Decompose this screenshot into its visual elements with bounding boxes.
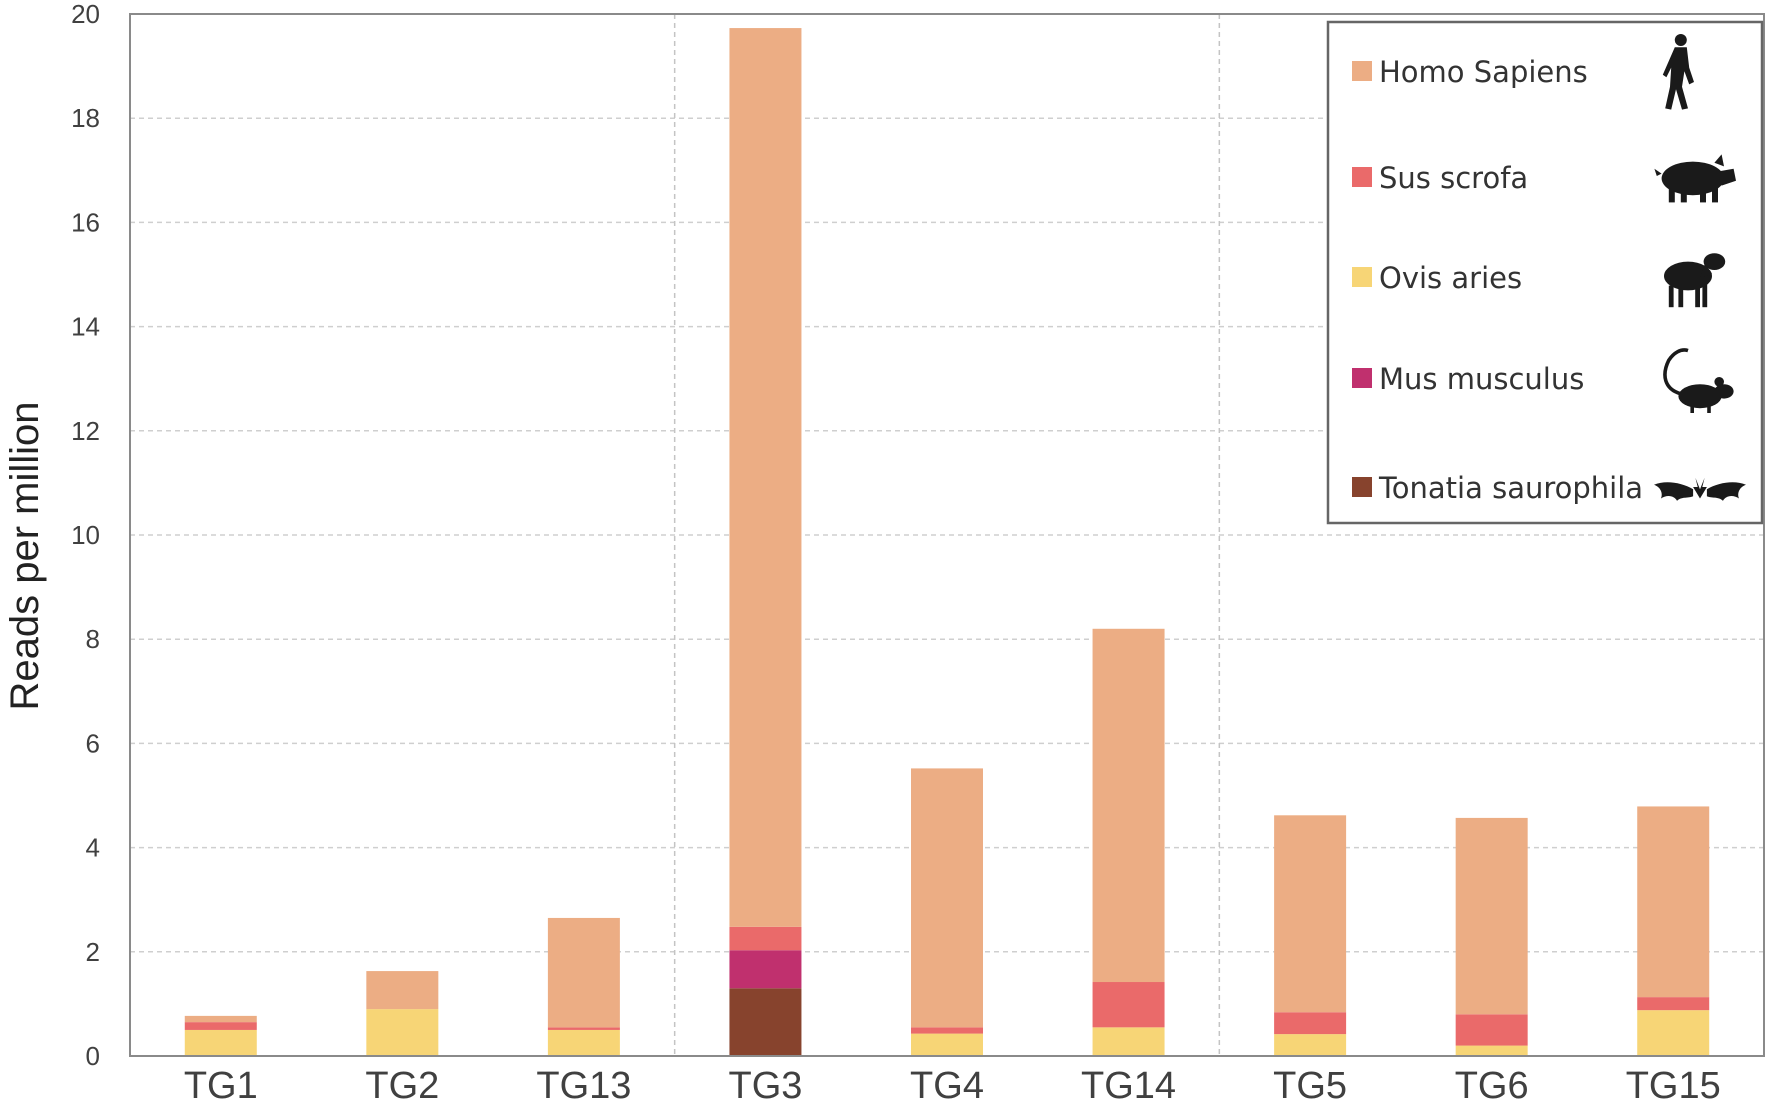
x-tick-label: TG14 [1081, 1065, 1176, 1107]
legend-swatch [1352, 477, 1372, 497]
bat-icon [1654, 477, 1746, 501]
legend-label: Ovis aries [1379, 261, 1522, 295]
bar-segment-tg3-homo-sapiens [729, 28, 802, 927]
x-tick-label: TG13 [536, 1065, 631, 1107]
bar-segment-tg1-homo-sapiens [184, 1015, 257, 1023]
bar-segment-tg15-ovis-aries [1637, 1010, 1710, 1056]
x-tick-label: TG2 [365, 1065, 439, 1107]
x-tick-label: TG5 [1273, 1065, 1347, 1107]
bar-segment-tg4-ovis-aries [911, 1033, 983, 1056]
bar-segment-tg2-homo-sapiens [366, 971, 439, 1010]
legend-swatch [1352, 368, 1372, 388]
bar-segment-tg3-mus-musculus [729, 950, 802, 989]
bar-segment-tg13-sus-scrofa [547, 1027, 620, 1030]
y-tick-label: 16 [71, 207, 100, 237]
sheep-icon [1664, 253, 1726, 308]
bar-segment-tg5-ovis-aries [1274, 1034, 1347, 1056]
mouse-icon [1663, 348, 1734, 413]
legend-item-mus-musculus: Mus musculus [1352, 348, 1734, 413]
y-tick-label: 10 [71, 520, 100, 550]
plot-frame [129, 13, 1765, 1057]
bar-segment-tg4-homo-sapiens [911, 768, 983, 1028]
x-tick-label: TG3 [728, 1065, 802, 1107]
y-tick-label: 6 [86, 728, 100, 758]
legend-swatch [1352, 61, 1372, 81]
y-axis-ticks: 0 2 4 6 8 10 12 14 16 18 20 [71, 0, 100, 1071]
x-axis-categories: TG1 TG2 TG13 TG3 TG4 TG14 TG5 TG6 TG15 [184, 1065, 1721, 1107]
y-tick-label: 4 [86, 833, 100, 863]
legend-item-tonatia-saurophila: Tonatia saurophila [1352, 471, 1746, 505]
legend-label: Mus musculus [1379, 362, 1584, 396]
y-tick-label: 12 [71, 416, 100, 446]
x-tick-label: TG6 [1455, 1065, 1529, 1107]
x-tick-label: TG4 [910, 1065, 984, 1107]
bar-segment-tg15-sus-scrofa [1637, 997, 1710, 1011]
x-tick-label: TG1 [184, 1065, 258, 1107]
y-tick-label: 18 [71, 103, 100, 133]
bar-segment-tg3-sus-scrofa [729, 926, 802, 951]
legend-label: Sus scrofa [1379, 161, 1528, 195]
bar-segment-tg5-sus-scrofa [1274, 1012, 1347, 1035]
bar-segment-tg15-homo-sapiens [1637, 806, 1710, 998]
pig-icon [1654, 154, 1736, 203]
human-icon [1662, 34, 1694, 110]
y-tick-label: 20 [71, 0, 100, 29]
legend-swatch [1352, 167, 1372, 187]
legend: Homo Sapiens Sus scrofa Ovis aries Mus musc… [1326, 20, 1764, 525]
y-tick-label: 0 [86, 1041, 100, 1071]
legend-label: Homo Sapiens [1379, 55, 1588, 89]
bar-segment-tg6-ovis-aries [1455, 1045, 1528, 1056]
legend-swatch [1352, 267, 1372, 287]
bar-segment-tg13-homo-sapiens [547, 917, 620, 1028]
bar-segment-tg1-sus-scrofa [184, 1022, 257, 1030]
y-tick-label: 2 [86, 937, 100, 967]
x-tick-label: TG15 [1626, 1065, 1721, 1107]
y-tick-label: 8 [86, 624, 100, 654]
bar-segment-tg6-sus-scrofa [1455, 1014, 1528, 1046]
bar-segment-tg3-tonatia-saurophila [729, 988, 802, 1056]
bar-segment-tg13-ovis-aries [547, 1029, 620, 1056]
legend-item-sus-scrofa: Sus scrofa [1352, 154, 1736, 203]
bar-segment-tg6-homo-sapiens [1455, 817, 1528, 1015]
bar-segment-tg1-ovis-aries [184, 1029, 257, 1056]
bar-segment-tg14-homo-sapiens [1092, 628, 1165, 983]
group-separators [673, 14, 1221, 1056]
bar-segment-tg14-sus-scrofa [1092, 982, 1165, 1028]
bars [184, 28, 1710, 1056]
y-axis-label: Reads per million [3, 401, 47, 710]
legend-item-ovis-aries: Ovis aries [1352, 253, 1726, 308]
bar-segment-tg4-sus-scrofa [911, 1027, 983, 1034]
y-tick-label: 14 [71, 312, 100, 342]
bar-segment-tg2-ovis-aries [366, 1009, 439, 1056]
legend-label: Tonatia saurophila [1378, 471, 1643, 505]
bar-segment-tg5-homo-sapiens [1274, 815, 1347, 1013]
bar-segment-tg14-ovis-aries [1092, 1027, 1165, 1056]
legend-item-homo-sapiens: Homo Sapiens [1352, 34, 1694, 110]
